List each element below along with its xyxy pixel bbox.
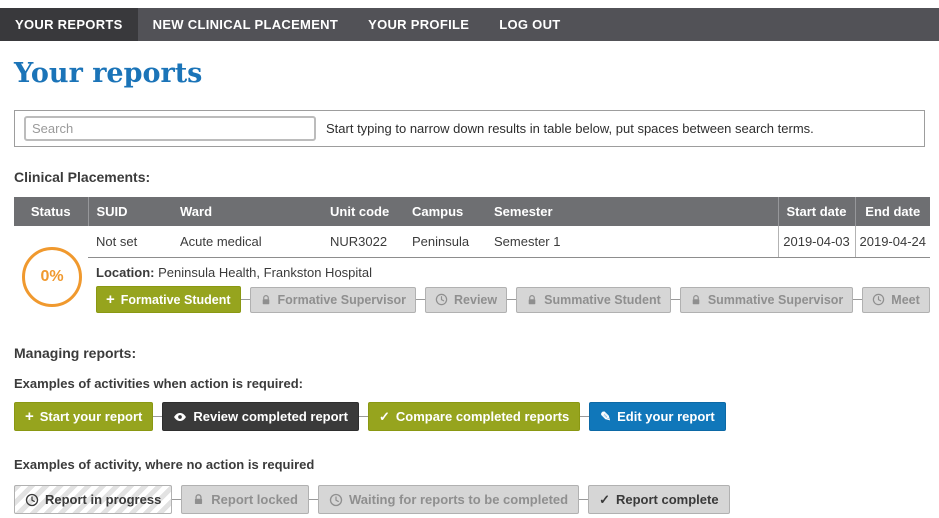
search-input[interactable] (24, 116, 316, 141)
report-locked-button[interactable]: Report locked (181, 485, 309, 514)
placement-actions: + Formative Student Formative Supervisor… (96, 286, 930, 313)
col-end-date: End date (854, 197, 930, 226)
connector-line (580, 416, 590, 417)
connector-line (853, 299, 863, 300)
lock-icon (528, 294, 536, 304)
connector-line (308, 499, 318, 500)
cell-ward: Acute medical (172, 226, 322, 258)
location-value: Peninsula Health, Frankston Hospital (158, 265, 373, 280)
no-action-label: Examples of activity, where no action is… (14, 457, 315, 472)
button-label: Waiting for reports to be completed (348, 492, 569, 507)
placement-row: 0% Not set Acute medical NUR3022 Peninsu… (14, 226, 930, 307)
clock-icon (25, 493, 39, 506)
button-label: Summative Student (544, 292, 661, 307)
clock-icon (435, 293, 448, 306)
review-completed-report-button[interactable]: Review completed report (162, 402, 359, 431)
edit-your-report-button[interactable]: ✎ Edit your report (589, 402, 726, 431)
nav-your-profile[interactable]: YOUR PROFILE (368, 17, 470, 32)
cell-semester: Semester 1 (486, 226, 778, 258)
report-complete-button[interactable]: ✓ Report complete (588, 485, 730, 514)
page-title: Your reports (14, 58, 203, 89)
location-cell: Location: Peninsula Health, Frankston Ho… (88, 258, 930, 285)
waiting-for-reports-button[interactable]: Waiting for reports to be completed (317, 485, 580, 514)
clock-icon (873, 293, 885, 306)
cell-campus: Peninsula (404, 226, 486, 258)
search-panel: Start typing to narrow down results in t… (14, 110, 925, 147)
nav-new-clinical-placement[interactable]: NEW CLINICAL PLACEMENT (152, 17, 339, 32)
connector-line (240, 299, 250, 300)
search-help-text: Start typing to narrow down results in t… (326, 121, 814, 136)
review-button[interactable]: Review (425, 286, 508, 313)
button-label: Review (454, 292, 498, 307)
eye-icon (174, 412, 187, 421)
connector-line (416, 299, 426, 300)
connector-line (579, 499, 589, 500)
compare-completed-reports-button[interactable]: ✓ Compare completed reports (367, 402, 581, 431)
button-label: Summative Supervisor (707, 292, 844, 307)
cell-end-date: 2019-04-24 (854, 226, 930, 258)
no-action-buttons: Report in progress Report locked Waiting… (14, 485, 939, 514)
location-label: Location: (96, 265, 155, 280)
button-label: Review completed report (193, 409, 348, 424)
plus-icon: + (25, 408, 34, 425)
connector-line (172, 499, 182, 500)
check-icon: ✓ (378, 409, 390, 424)
connector-line (507, 299, 517, 300)
lock-icon (195, 494, 203, 505)
button-label: Compare completed reports (395, 409, 570, 424)
button-label: Report complete (615, 492, 719, 507)
pencil-icon: ✎ (600, 409, 612, 424)
button-label: Formative Supervisor (277, 292, 407, 307)
clinical-placements-heading: Clinical Placements: (14, 169, 151, 185)
cell-suid: Not set (88, 226, 172, 258)
placement-actions-row: + Formative Student Formative Supervisor… (14, 284, 930, 323)
top-nav: YOUR REPORTS NEW CLINICAL PLACEMENT YOUR… (0, 8, 939, 41)
button-label: Report locked (211, 492, 298, 507)
placements-table: Status SUID Ward Unit code Campus Semest… (14, 197, 930, 323)
lock-icon (692, 294, 700, 304)
col-ward: Ward (172, 197, 322, 226)
connector-line (670, 299, 680, 300)
nav-your-reports[interactable]: YOUR REPORTS (0, 8, 138, 41)
summative-student-button[interactable]: Summative Student (516, 286, 671, 313)
progress-percent: 0% (40, 267, 64, 285)
lock-icon (262, 294, 269, 304)
button-label: Meet (891, 292, 920, 307)
button-label: Start your report (39, 409, 143, 424)
col-start-date: Start date (777, 197, 855, 226)
col-semester: Semester (486, 197, 778, 226)
plus-icon: + (106, 291, 115, 308)
button-label: Formative Student (120, 292, 231, 307)
status-cell: 0% (14, 226, 88, 323)
report-in-progress-button[interactable]: Report in progress (14, 485, 173, 514)
button-label: Edit your report (617, 409, 715, 424)
cell-unit-code: NUR3022 (322, 226, 404, 258)
clock-icon (329, 493, 343, 506)
col-campus: Campus (404, 197, 486, 226)
col-suid: SUID (87, 197, 172, 226)
col-status: Status (14, 197, 88, 226)
check-icon: ✓ (599, 492, 610, 507)
location-row: Location: Peninsula Health, Frankston Ho… (14, 258, 930, 285)
col-unit-code: Unit code (322, 197, 404, 226)
start-your-report-button[interactable]: + Start your report (14, 402, 154, 431)
placement-actions-cell: + Formative Student Formative Supervisor… (88, 284, 930, 323)
connector-line (358, 416, 368, 417)
summative-supervisor-button[interactable]: Summative Supervisor (679, 286, 854, 313)
action-required-label: Examples of activities when action is re… (14, 376, 303, 391)
cell-start-date: 2019-04-03 (777, 226, 855, 258)
table-header-row: Status SUID Ward Unit code Campus Semest… (14, 197, 930, 226)
button-label: Report in progress (45, 492, 162, 507)
nav-log-out[interactable]: LOG OUT (499, 17, 561, 32)
progress-circle: 0% (22, 246, 82, 307)
meet-button[interactable]: Meet (862, 286, 930, 313)
connector-line (153, 416, 163, 417)
formative-student-button[interactable]: + Formative Student (96, 286, 241, 313)
managing-reports-heading: Managing reports: (14, 345, 137, 361)
action-required-buttons: + Start your report Review completed rep… (14, 402, 939, 431)
formative-supervisor-button[interactable]: Formative Supervisor (249, 286, 417, 313)
